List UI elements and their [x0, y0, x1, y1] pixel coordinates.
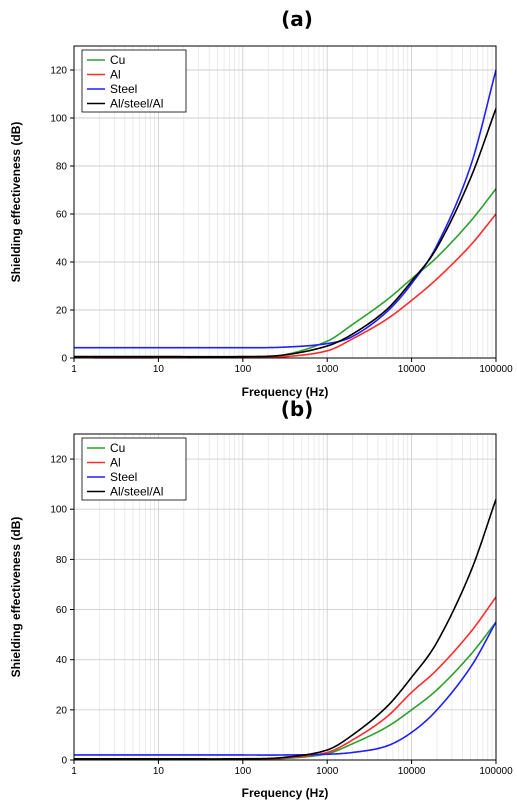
chart-panel-b: (b) 1 10 100 1000 10000 100000 0 20 40 60 80 100 120 F…: [9, 397, 513, 800]
y-axis-title: Shielding effectiveness (dB): [9, 517, 23, 678]
panel-label: (b): [281, 397, 314, 421]
y-tick-label: 80: [56, 555, 68, 566]
plot-frame: [73, 433, 497, 761]
x-tick-label: 10000: [398, 766, 426, 777]
chart-panel-a: (a) 1 10 100 1000 10000 100000 0 20 40 60 80 100 120 F…: [9, 7, 513, 399]
x-tick-label: 100: [234, 766, 251, 777]
panel-label: (a): [281, 7, 313, 31]
y-tick-label: 20: [56, 306, 68, 317]
y-tick-label: 120: [50, 455, 67, 466]
x-tick-label: 10000: [398, 364, 426, 375]
x-tick-label: 10: [153, 364, 165, 375]
series-line-al: [74, 213, 497, 359]
series-line-steel: [74, 621, 497, 756]
y-tick-label: 0: [61, 756, 67, 767]
x-tick-label: 1000: [316, 766, 339, 777]
legend-label: Steel: [110, 470, 137, 484]
y-tick-label: 80: [56, 162, 68, 173]
x-axis-title: Frequency (Hz): [242, 385, 329, 399]
legend-label: Al/steel/Al: [110, 485, 163, 499]
y-tick-label: 120: [50, 66, 67, 77]
series-line-cu: [74, 621, 497, 761]
legend-label: Al: [110, 456, 121, 470]
x-tick-label: 10: [153, 766, 165, 777]
legend-label: Cu: [110, 441, 125, 455]
y-tick-label: 100: [50, 505, 67, 516]
series-line-al: [74, 596, 497, 761]
plot-frame: [73, 45, 497, 359]
y-tick-label: 60: [56, 605, 68, 616]
x-tick-label: 1: [71, 364, 77, 375]
legend-label: Cu: [110, 53, 125, 67]
series-line-al-steel-al: [74, 498, 497, 760]
x-tick-label: 1000: [316, 364, 339, 375]
y-tick-label: 40: [56, 655, 68, 666]
x-axis-title: Frequency (Hz): [242, 786, 329, 800]
y-tick-label: 20: [56, 705, 68, 716]
x-tick-label: 1: [71, 766, 77, 777]
y-tick-label: 100: [50, 114, 67, 125]
legend-label: Steel: [110, 82, 137, 96]
y-tick-label: 40: [56, 258, 68, 269]
legend-label: Al: [110, 68, 121, 82]
x-tick-label: 100000: [479, 364, 513, 375]
y-axis-title: Shielding effectiveness (dB): [9, 122, 23, 283]
x-tick-label: 100: [234, 364, 251, 375]
series-line-al-steel-al: [74, 108, 497, 358]
y-tick-label: 0: [61, 354, 67, 365]
legend-label: Al/steel/Al: [110, 97, 163, 111]
y-tick-label: 60: [56, 210, 68, 221]
x-tick-label: 100000: [479, 766, 513, 777]
